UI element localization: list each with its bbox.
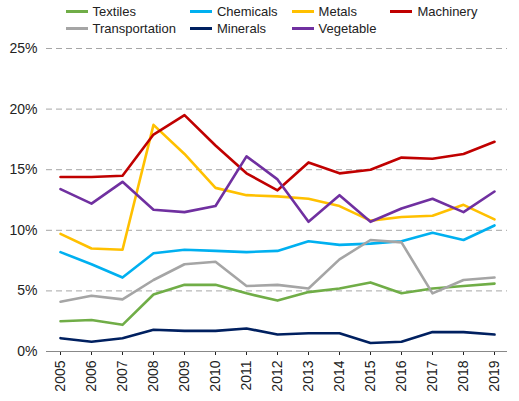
html-text:Metals: Metals	[318, 4, 357, 19]
svg-text:2019: 2019	[486, 360, 502, 391]
svg-text:2016: 2016	[393, 360, 409, 391]
svg-text:10%: 10%	[9, 222, 37, 238]
svg-text:2009: 2009	[176, 360, 192, 391]
svg-text:2017: 2017	[424, 360, 440, 391]
html-text:Machinery: Machinery	[417, 4, 478, 19]
svg-text:2005: 2005	[52, 360, 68, 391]
svg-text:20%: 20%	[9, 101, 37, 117]
svg-text:2013: 2013	[300, 360, 316, 391]
svg-text:0%: 0%	[17, 343, 37, 359]
svg-text:5%: 5%	[17, 282, 37, 298]
html-text:Transportation: Transportation	[92, 21, 176, 36]
svg-text:2014: 2014	[331, 360, 347, 391]
svg-text:2012: 2012	[269, 360, 285, 391]
html-text:Minerals: Minerals	[216, 21, 266, 36]
svg-text:15%: 15%	[9, 161, 37, 177]
svg-text:2015: 2015	[362, 360, 378, 391]
html-text:Chemicals: Chemicals	[216, 4, 278, 19]
html-text:Vegetable: Vegetable	[318, 21, 377, 36]
svg-text:2006: 2006	[83, 360, 99, 391]
svg-text:2018: 2018	[455, 360, 471, 391]
svg-text:25%: 25%	[9, 40, 37, 56]
svg-text:2007: 2007	[114, 360, 130, 391]
svg-text:2008: 2008	[145, 360, 161, 391]
html-text:Textiles: Textiles	[92, 4, 136, 19]
svg-text:2010: 2010	[207, 360, 223, 391]
svg-text:2011: 2011	[238, 360, 254, 390]
